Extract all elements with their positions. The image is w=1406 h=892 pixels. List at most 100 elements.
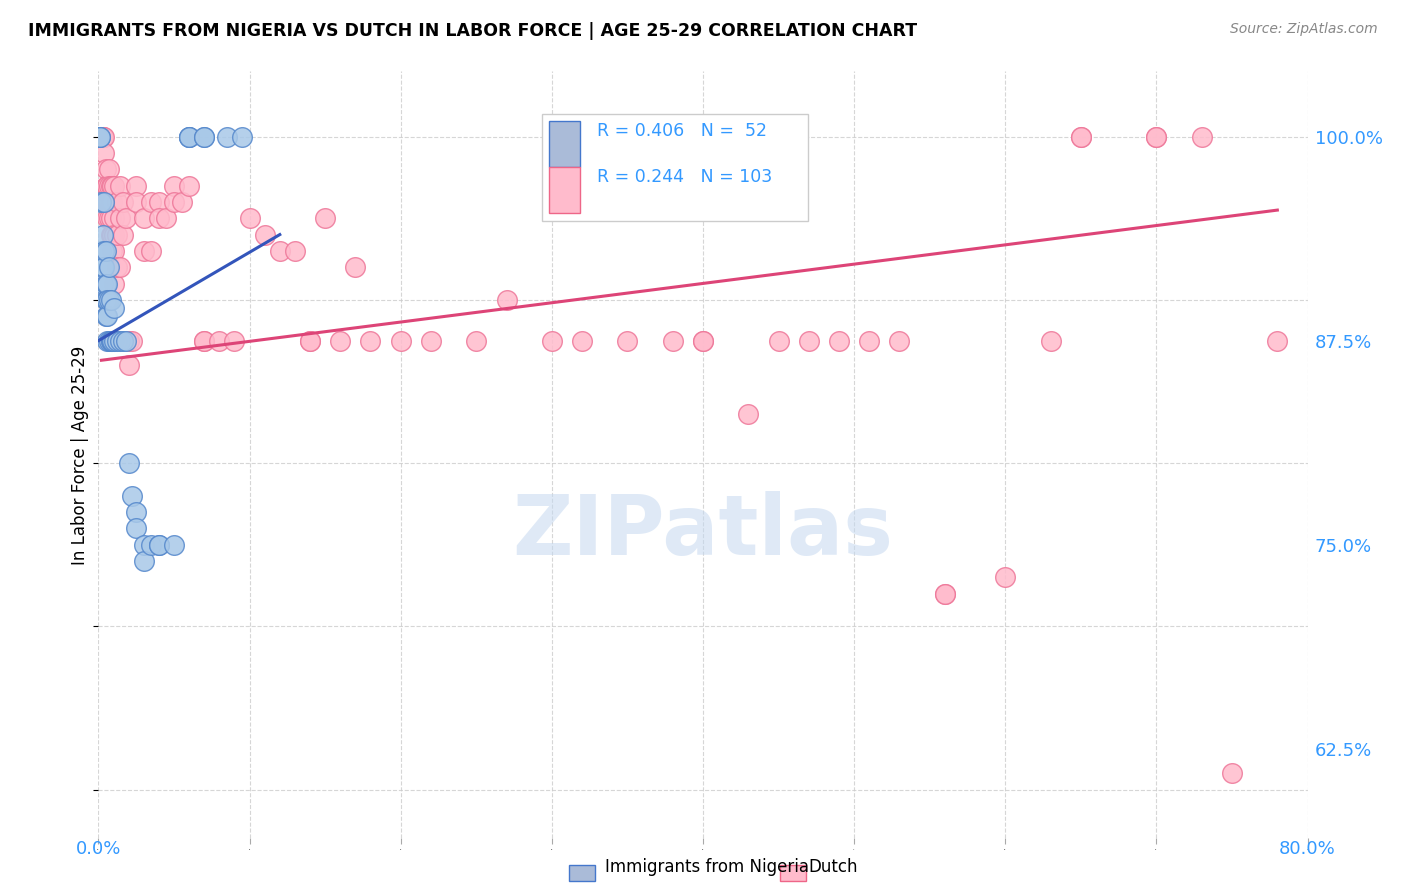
Point [616, 334, 638, 348]
Point [98, 162, 121, 177]
Point [105, 260, 128, 275]
Point [98, 293, 121, 307]
Point [103, 211, 125, 226]
Point [737, 407, 759, 421]
Point [179, 129, 201, 144]
Point [100, 194, 122, 209]
Point [101, 178, 124, 193]
Point [105, 194, 128, 209]
Point [98, 260, 121, 275]
Point [1220, 766, 1243, 780]
Text: 0.0%: 0.0% [76, 840, 121, 858]
Point [1191, 129, 1213, 144]
Point [96, 293, 118, 307]
Point [179, 129, 201, 144]
Point [93, 145, 115, 160]
Point [94, 194, 117, 209]
Point [91, 260, 114, 275]
Point [96, 309, 118, 323]
Point [858, 334, 880, 348]
Point [360, 334, 382, 348]
Point [155, 211, 177, 226]
Point [114, 334, 136, 348]
Point [389, 334, 412, 348]
Point [98, 334, 121, 348]
Point [94, 277, 117, 291]
Point [103, 178, 125, 193]
Point [692, 334, 714, 348]
Point [420, 334, 443, 348]
Point [132, 538, 155, 552]
Point [100, 334, 122, 348]
FancyBboxPatch shape [550, 168, 579, 213]
Point [193, 129, 215, 144]
Point [269, 244, 291, 258]
Point [103, 277, 125, 291]
Point [132, 554, 155, 568]
Point [93, 129, 115, 144]
Point [108, 260, 131, 275]
Point [108, 211, 131, 226]
Point [89, 129, 111, 144]
Point [121, 489, 143, 503]
Point [101, 244, 124, 258]
Point [284, 244, 307, 258]
Text: 80.0%: 80.0% [1279, 840, 1336, 858]
Point [121, 334, 143, 348]
Point [105, 227, 128, 242]
Point [141, 538, 163, 552]
Point [193, 334, 215, 348]
Point [828, 334, 851, 348]
Point [98, 178, 121, 193]
Point [465, 334, 488, 348]
Point [111, 194, 134, 209]
Point [148, 538, 170, 552]
Point [170, 194, 193, 209]
Point [101, 334, 124, 348]
Point [132, 211, 155, 226]
Point [100, 293, 122, 307]
Text: Dutch: Dutch [808, 858, 858, 876]
Point [94, 162, 117, 177]
Point [91, 277, 114, 291]
Point [141, 244, 163, 258]
Point [239, 211, 262, 226]
Point [132, 244, 155, 258]
Point [101, 227, 124, 242]
Point [1144, 129, 1167, 144]
Point [231, 129, 253, 144]
Point [329, 334, 352, 348]
Point [148, 211, 170, 226]
Point [93, 244, 115, 258]
Point [934, 587, 956, 601]
Point [96, 194, 118, 209]
Point [103, 334, 125, 348]
Point [692, 334, 714, 348]
Point [103, 227, 125, 242]
Point [125, 178, 148, 193]
Text: Immigrants from Nigeria: Immigrants from Nigeria [605, 858, 808, 876]
Point [994, 570, 1017, 584]
Point [1144, 129, 1167, 144]
Point [314, 211, 336, 226]
Point [91, 227, 114, 242]
Point [179, 129, 201, 144]
Point [89, 129, 111, 144]
Point [87, 129, 110, 144]
Point [934, 587, 956, 601]
Point [101, 194, 124, 209]
Point [91, 129, 114, 144]
Point [661, 334, 683, 348]
Point [100, 334, 122, 348]
Point [148, 538, 170, 552]
Point [100, 211, 122, 226]
Point [90, 244, 112, 258]
Point [797, 334, 820, 348]
Point [1070, 129, 1092, 144]
Point [163, 538, 186, 552]
Point [540, 334, 562, 348]
Point [108, 334, 131, 348]
Point [90, 194, 112, 209]
Point [125, 505, 148, 519]
Point [125, 194, 148, 209]
